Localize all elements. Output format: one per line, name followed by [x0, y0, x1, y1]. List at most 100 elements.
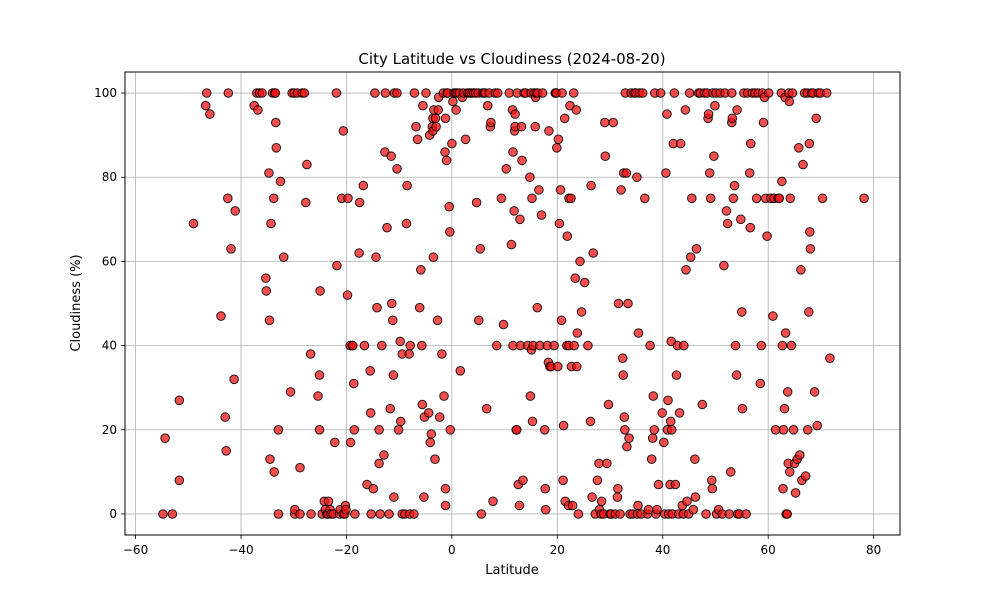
y-tick-label: 20 — [102, 423, 117, 437]
data-point — [763, 88, 774, 98]
data-point — [377, 340, 387, 351]
data-point — [780, 328, 791, 338]
data-point — [602, 458, 612, 469]
data-point — [690, 454, 700, 465]
data-point — [724, 509, 735, 519]
data-point — [576, 307, 587, 317]
y-tick-label: 100 — [94, 86, 117, 100]
data-point — [323, 496, 334, 507]
y-tick-label: 60 — [102, 254, 117, 268]
data-point — [299, 88, 310, 98]
data-point — [425, 437, 436, 448]
data-point — [671, 370, 682, 380]
data-point — [371, 252, 381, 263]
data-point — [615, 509, 625, 519]
data-point — [779, 403, 790, 414]
data-point — [616, 185, 626, 195]
data-point — [504, 88, 515, 98]
data-point — [273, 425, 284, 435]
data-point — [409, 509, 419, 519]
data-point — [603, 399, 614, 410]
data-point — [784, 96, 795, 107]
data-point — [704, 168, 715, 178]
data-point — [633, 328, 644, 338]
data-point — [707, 475, 717, 486]
y-tick-label: 80 — [102, 170, 117, 184]
data-point — [395, 336, 406, 347]
data-point — [817, 193, 828, 204]
data-point — [349, 425, 360, 435]
data-point — [721, 206, 732, 216]
data-point — [553, 134, 564, 145]
data-point — [314, 425, 325, 435]
data-point — [613, 298, 624, 309]
data-point — [527, 416, 538, 427]
data-point — [744, 168, 755, 178]
data-point — [794, 143, 804, 153]
data-point — [384, 509, 394, 519]
data-point — [330, 437, 340, 448]
data-point — [670, 479, 681, 490]
data-point — [770, 425, 781, 435]
data-point — [518, 475, 528, 486]
data-point — [579, 277, 590, 288]
data-point — [648, 391, 659, 401]
data-point — [646, 454, 657, 465]
x-tick-label: 0 — [448, 543, 456, 557]
data-point — [174, 475, 185, 486]
data-point — [790, 488, 801, 498]
data-point — [354, 197, 365, 208]
data-point — [741, 509, 751, 519]
data-point — [623, 298, 633, 309]
data-point — [426, 429, 437, 439]
data-point — [701, 509, 711, 519]
data-point — [160, 433, 170, 444]
data-point — [709, 151, 719, 161]
data-point — [558, 475, 568, 486]
data-point — [253, 105, 263, 115]
data-point — [688, 504, 699, 515]
data-point — [798, 159, 808, 170]
data-point — [385, 403, 396, 414]
data-point — [220, 412, 230, 422]
data-point — [800, 471, 811, 481]
data-point — [661, 168, 671, 178]
data-point — [492, 88, 503, 98]
data-point — [506, 239, 517, 250]
data-point — [174, 395, 185, 406]
data-point — [374, 458, 384, 469]
data-point — [618, 370, 629, 380]
data-point — [389, 492, 399, 502]
data-point — [445, 425, 456, 435]
data-point — [592, 475, 603, 486]
data-point — [440, 500, 451, 511]
data-point — [418, 100, 428, 111]
data-point — [455, 366, 466, 376]
data-point — [432, 315, 443, 326]
data-point — [569, 340, 580, 351]
data-point — [649, 425, 660, 435]
data-point — [261, 286, 272, 296]
data-point — [514, 500, 525, 511]
data-point — [370, 88, 380, 98]
data-point — [366, 509, 377, 519]
data-point — [264, 315, 275, 326]
data-point — [414, 302, 425, 313]
data-point — [285, 387, 296, 397]
data-point — [572, 361, 582, 372]
data-point — [570, 273, 581, 284]
grid-lines — [125, 72, 900, 535]
data-point — [265, 454, 275, 465]
data-point — [482, 100, 493, 111]
data-point — [786, 340, 797, 351]
data-point — [727, 113, 738, 124]
data-point — [674, 408, 685, 418]
data-point — [571, 105, 582, 115]
data-point — [652, 504, 662, 515]
plot-frame — [124, 71, 901, 536]
data-point — [388, 370, 399, 380]
data-point — [508, 147, 518, 157]
data-point — [540, 483, 551, 494]
y-tick-label: 40 — [102, 339, 117, 353]
